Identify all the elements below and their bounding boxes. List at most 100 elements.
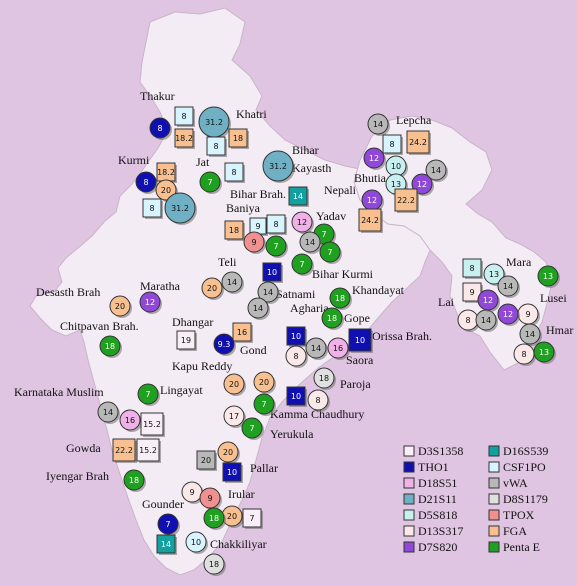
marker-value: 16 (237, 328, 247, 337)
allele-marker: 7 (291, 253, 314, 276)
marker-value: 15.2 (143, 420, 161, 429)
region-label: Satnami (276, 287, 316, 301)
marker-shape (97, 401, 119, 423)
allele-marker: 18 (321, 307, 344, 330)
marker-shape (285, 345, 307, 367)
legend-swatch (488, 477, 500, 489)
marker-shape (99, 335, 121, 357)
allele-marker: 17 (223, 405, 246, 428)
marker-value: 7 (273, 242, 278, 251)
marker-value: 18 (327, 314, 337, 323)
allele-marker: 14 (475, 309, 498, 332)
allele-marker: 18 (203, 553, 226, 576)
allele-marker: 18 (224, 220, 245, 241)
marker-shape (313, 367, 335, 389)
marker-shape (109, 295, 131, 317)
legend-swatch (403, 541, 415, 553)
marker-value: 7 (207, 178, 212, 187)
allele-marker: 31.2 (164, 192, 197, 225)
allele-marker: 15.2 (136, 438, 161, 463)
legend-label: Penta E (503, 540, 540, 554)
marker-shape (406, 130, 430, 154)
legend-item: TPOX (488, 508, 535, 522)
legend-swatch (488, 445, 500, 457)
region-label: Lusei (540, 291, 567, 305)
marker-value: 8 (469, 264, 474, 273)
allele-marker: 18.2 (174, 128, 195, 149)
allele-marker: 7 (242, 508, 263, 529)
allele-marker: 7 (157, 513, 180, 536)
region-label: Irular (228, 487, 255, 501)
region-label: Khandayat (352, 283, 405, 297)
allele-marker: 10 (222, 462, 243, 483)
legend-swatch (488, 509, 500, 521)
marker-shape (232, 322, 252, 342)
allele-marker: 18 (313, 367, 336, 390)
allele-marker: 7 (265, 235, 288, 258)
marker-shape (157, 513, 179, 535)
marker-value: 9 (251, 238, 256, 247)
legend-swatch (403, 525, 415, 537)
marker-value: 24.2 (409, 138, 427, 147)
legend-label: TPOX (503, 508, 535, 522)
marker-shape (135, 171, 157, 193)
marker-value: 20 (229, 380, 239, 389)
allele-marker: 20 (109, 295, 132, 318)
legend-swatch (488, 493, 500, 505)
legend-item: D7S820 (403, 540, 457, 554)
allele-marker: 24.2 (406, 130, 431, 155)
region-label: Hmar (546, 323, 573, 337)
marker-shape (199, 487, 221, 509)
marker-value: 13 (539, 348, 549, 357)
marker-shape (266, 214, 286, 234)
marker-shape (185, 531, 207, 553)
allele-marker: 8 (266, 214, 287, 235)
marker-shape (327, 337, 349, 359)
marker-value: 14 (293, 192, 303, 201)
marker-shape (206, 136, 226, 156)
allele-marker: 7 (137, 383, 160, 406)
allele-marker: 10 (185, 531, 208, 554)
allele-marker: 8 (135, 171, 158, 194)
marker-shape (286, 326, 306, 346)
region-label: Kamma Chaudhury (270, 407, 364, 421)
marker-shape (253, 393, 275, 415)
allele-marker: 7 (253, 393, 276, 416)
marker-value: 18 (229, 226, 239, 235)
marker-value: 8 (157, 124, 162, 133)
marker-value: 22.2 (397, 196, 415, 205)
marker-shape (222, 462, 242, 482)
legend-label: D8S1179 (503, 492, 548, 506)
marker-shape (257, 281, 279, 303)
marker-value: 24.2 (361, 216, 379, 225)
marker-value: 16 (125, 416, 135, 425)
marker-value: 9 (255, 222, 260, 231)
marker-value: 17 (229, 412, 239, 421)
marker-value: 7 (249, 424, 254, 433)
allele-marker: 14 (221, 271, 244, 294)
marker-value: 14 (481, 316, 491, 325)
region-label: Gope (344, 311, 370, 325)
marker-value: 18 (129, 476, 139, 485)
region-label: Maratha (140, 279, 181, 293)
allele-marker: 20 (253, 371, 276, 394)
region-label: Lepcha (396, 113, 432, 127)
allele-marker: 14 (299, 231, 322, 254)
marker-shape (139, 291, 161, 313)
allele-marker: 8 (174, 106, 195, 127)
marker-shape (137, 383, 159, 405)
marker-shape (119, 409, 141, 431)
marker-value: 7 (327, 248, 332, 257)
marker-value: 20 (115, 302, 125, 311)
marker-shape (286, 386, 306, 406)
region-label: Yadav (316, 209, 346, 223)
marker-shape (299, 231, 321, 253)
marker-shape (223, 373, 245, 395)
allele-marker: 22.2 (394, 188, 419, 213)
allele-marker: 31.2 (262, 150, 295, 183)
marker-shape (247, 297, 269, 319)
allele-marker: 14 (305, 337, 328, 360)
legend-item: D13S317 (403, 524, 463, 538)
